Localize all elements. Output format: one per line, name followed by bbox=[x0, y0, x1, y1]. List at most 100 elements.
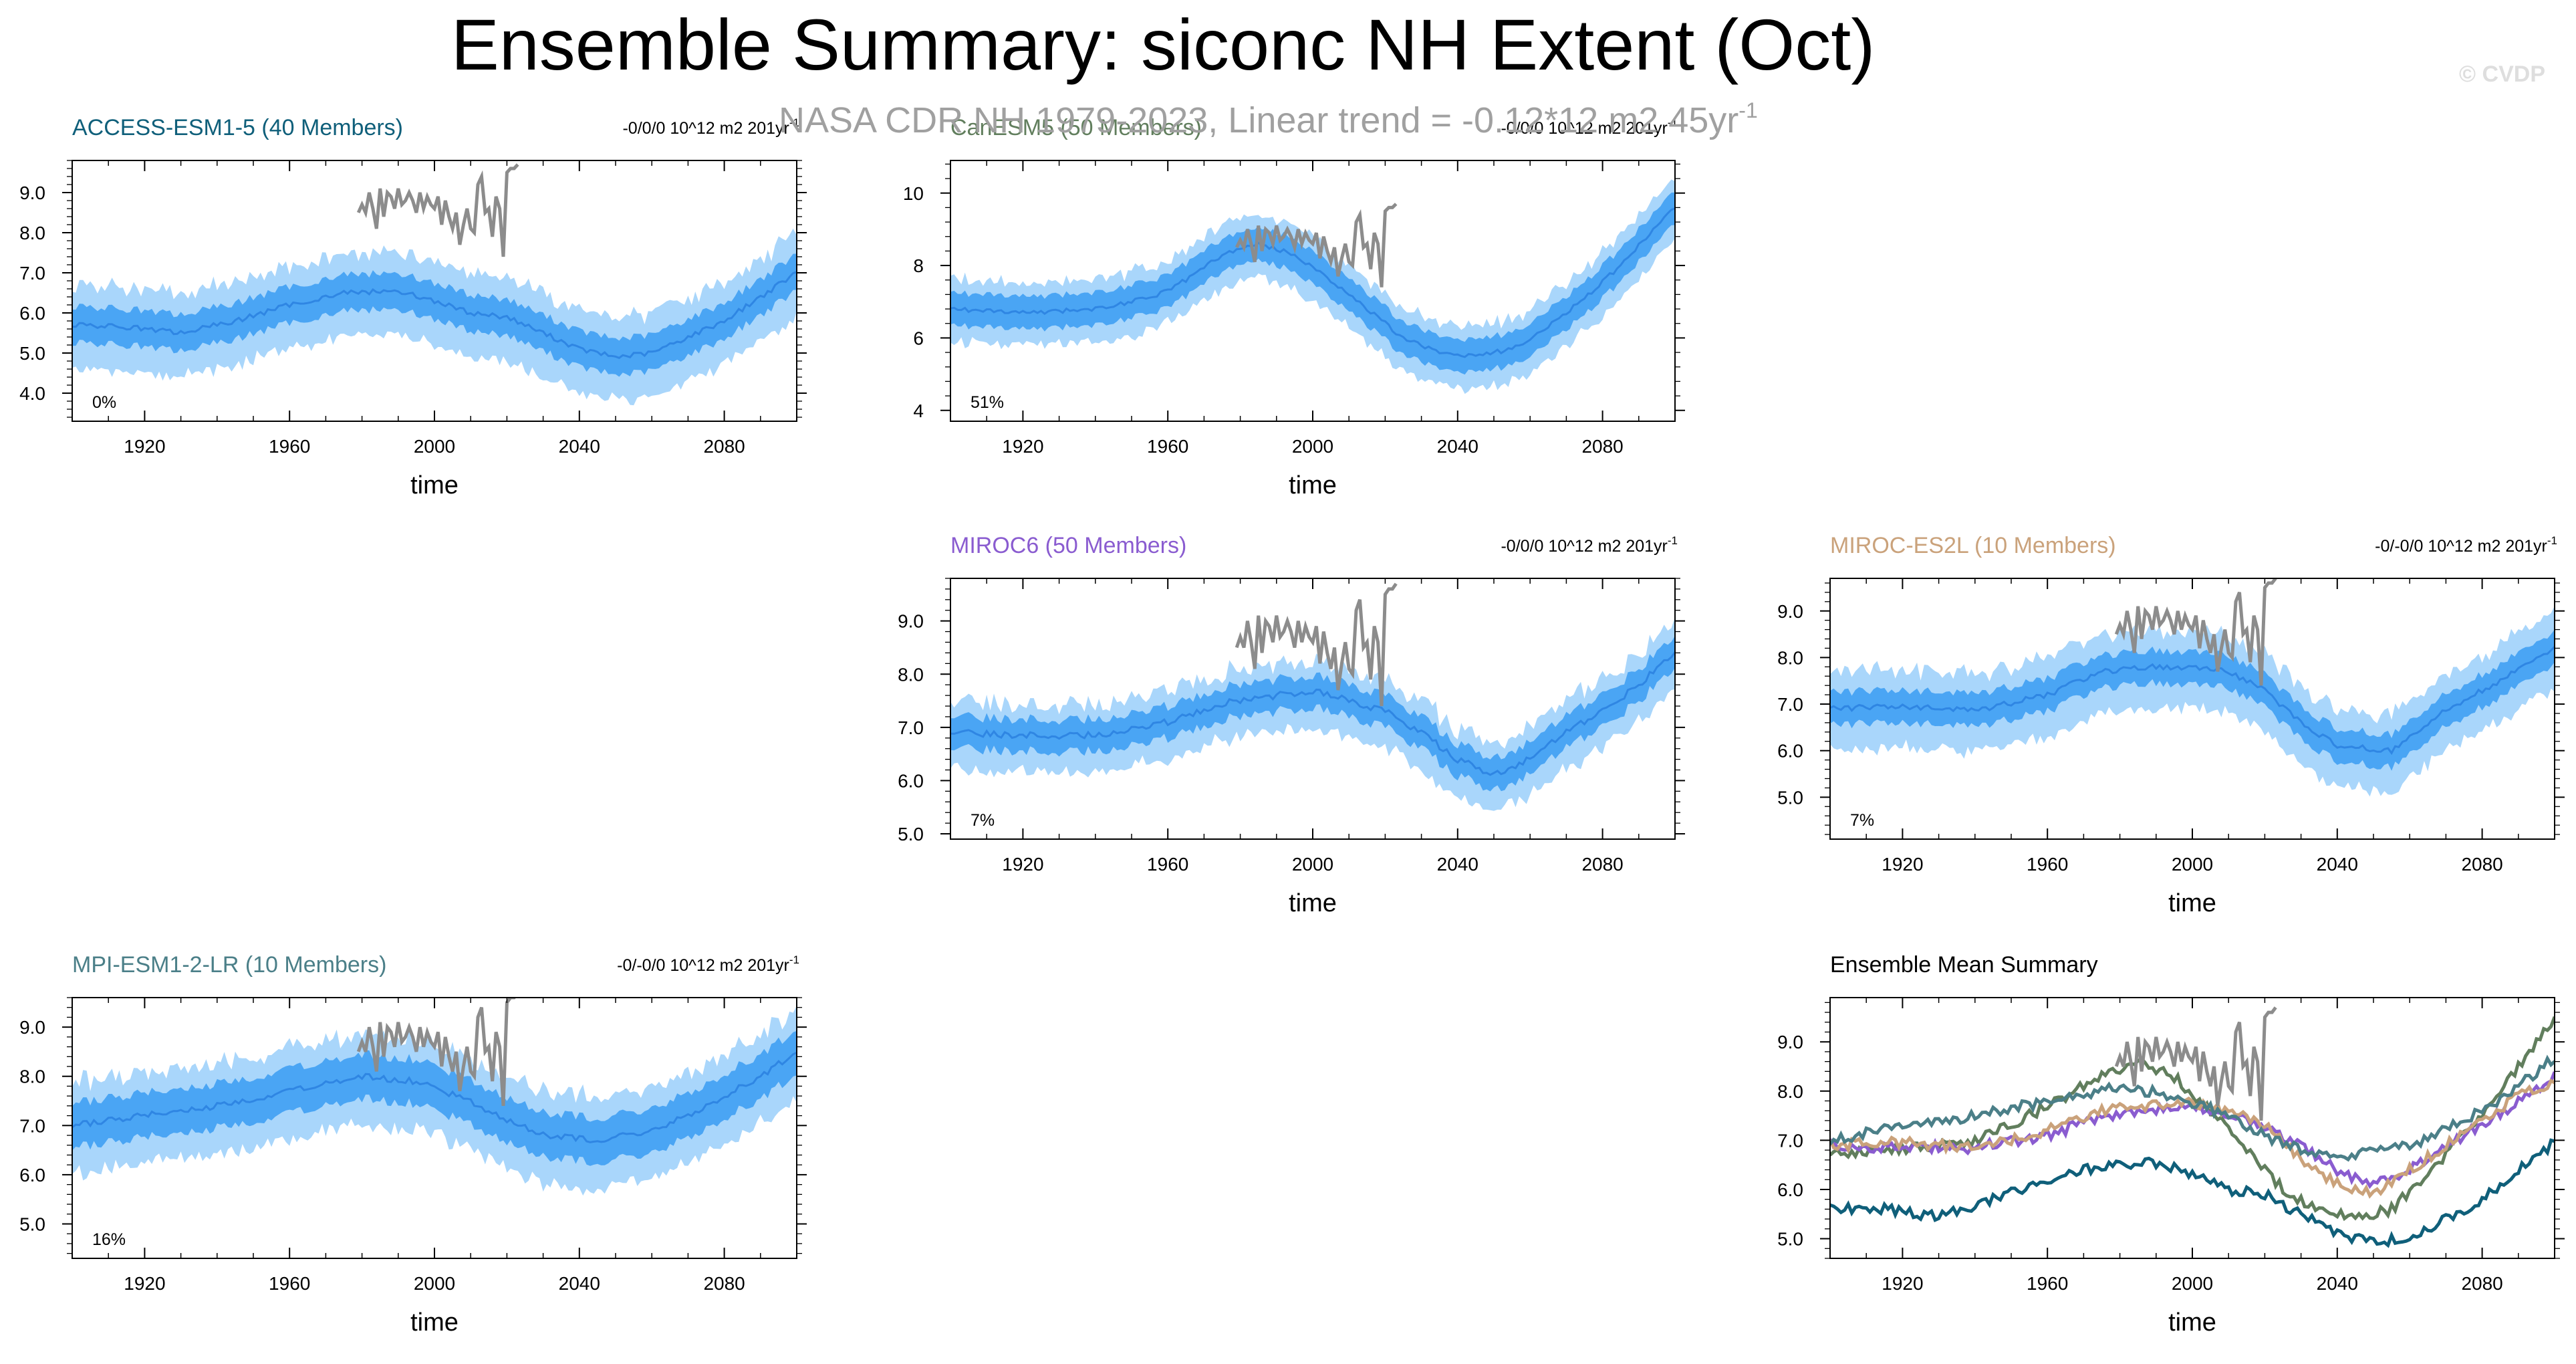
y-tick-label: 9.0 bbox=[19, 183, 45, 203]
y-tick-label: 7.0 bbox=[19, 263, 45, 283]
x-tick-label: 2000 bbox=[414, 436, 455, 457]
y-tick-label: 10 bbox=[903, 183, 924, 204]
y-tick-label: 6.0 bbox=[19, 303, 45, 324]
y-tick-label: 5.0 bbox=[1777, 787, 1803, 808]
trend-label: -0/-0/0 10^12 m2 201yr-1 bbox=[2375, 534, 2557, 556]
y-tick-label: 6.0 bbox=[19, 1165, 45, 1185]
x-tick-label: 2080 bbox=[2461, 1273, 2502, 1294]
x-tick-label: 2080 bbox=[703, 436, 745, 457]
panel-access: ACCESS-ESM1-5 (40 Members) -0/0/0 10^12 m… bbox=[19, 115, 807, 499]
x-tick-label: 1960 bbox=[269, 436, 310, 457]
x-tick-label: 2000 bbox=[1292, 854, 1333, 875]
panel-title: Ensemble Mean Summary bbox=[1830, 952, 2098, 978]
observation-label: NASA CDR NH 1979-2023, Linear trend = -0… bbox=[779, 98, 1758, 140]
panel-summary: Ensemble Mean Summary 1920 1960 2000 2040 208… bbox=[1777, 952, 2565, 1337]
ensemble-mean-line bbox=[72, 1051, 797, 1143]
figure-title: Ensemble Summary: siconc NH Extent (Oct) bbox=[451, 4, 1876, 85]
y-tick-label: 7.0 bbox=[19, 1115, 45, 1136]
y-tick-label: 5.0 bbox=[1777, 1229, 1803, 1250]
x-tick-label: 2040 bbox=[1437, 854, 1478, 875]
x-axis-label: time bbox=[1289, 889, 1337, 917]
x-tick-label: 2080 bbox=[1581, 854, 1623, 875]
x-tick-label: 2040 bbox=[559, 436, 600, 457]
x-tick-label: 2080 bbox=[2461, 854, 2502, 875]
chart-panels: ACCESS-ESM1-5 (40 Members) -0/0/0 10^12 m… bbox=[19, 115, 2565, 1337]
percent-label: 7% bbox=[1850, 811, 1874, 830]
x-tick-label: 1920 bbox=[1882, 1273, 1923, 1294]
y-tick-label: 7.0 bbox=[1777, 694, 1803, 715]
x-tick-label: 1920 bbox=[1002, 436, 1043, 457]
y-tick-label: 9.0 bbox=[898, 611, 924, 632]
ensemble-mean-line bbox=[72, 271, 797, 359]
x-tick-label: 1920 bbox=[124, 1273, 165, 1294]
panel-miroc6: MIROC6 (50 Members) -0/0/0 10^12 m2 201yr… bbox=[898, 533, 1685, 917]
x-axis-label: time bbox=[410, 471, 459, 499]
y-tick-label: 4 bbox=[913, 401, 924, 421]
inner-ensemble-band bbox=[1830, 629, 2555, 771]
x-tick-label: 2040 bbox=[559, 1273, 600, 1294]
panel-title: ACCESS-ESM1-5 (40 Members) bbox=[72, 115, 403, 140]
x-tick-label: 2000 bbox=[2172, 854, 2213, 875]
x-tick-label: 1920 bbox=[124, 436, 165, 457]
series-line-miroc-es2l bbox=[1830, 1078, 2555, 1199]
x-axis-label: time bbox=[2168, 889, 2216, 917]
x-tick-label: 1960 bbox=[1147, 854, 1188, 875]
y-tick-label: 6.0 bbox=[898, 770, 924, 791]
panel-mpi: MPI-ESM1-2-LR (10 Members) -0/-0/0 10^12 … bbox=[19, 952, 807, 1337]
panel-title: MIROC6 (50 Members) bbox=[950, 533, 1186, 558]
x-tick-label: 1960 bbox=[1147, 436, 1188, 457]
y-tick-label: 6 bbox=[913, 328, 924, 348]
plot-area bbox=[72, 163, 797, 406]
panel-mirocesl: MIROC-ES2L (10 Members) -0/-0/0 10^12 m2 … bbox=[1777, 533, 2565, 917]
panel-canesm: CanESM5 (50 Members) -0/0/0 10^12 m2 201y… bbox=[903, 115, 1685, 499]
series-line-mpi-esm1-2-lr bbox=[1830, 1054, 2555, 1162]
y-tick-label: 7.0 bbox=[1777, 1130, 1803, 1151]
panel-title: MIROC-ES2L (10 Members) bbox=[1830, 533, 2116, 558]
y-tick-label: 8.0 bbox=[1777, 647, 1803, 668]
y-tick-label: 7.0 bbox=[898, 717, 924, 738]
x-axis-label: time bbox=[2168, 1309, 2216, 1337]
y-tick-label: 8.0 bbox=[19, 223, 45, 243]
y-tick-label: 5.0 bbox=[19, 1214, 45, 1234]
plot-area bbox=[72, 998, 797, 1196]
observation-line bbox=[1235, 582, 1398, 707]
y-tick-label: 8 bbox=[913, 255, 924, 276]
panel-title: CanESM5 (50 Members) bbox=[950, 115, 1202, 140]
x-tick-label: 2040 bbox=[2317, 1273, 2358, 1294]
y-tick-label: 9.0 bbox=[19, 1017, 45, 1038]
series-line-access-esm1-5 bbox=[1830, 1138, 2555, 1248]
x-tick-label: 2040 bbox=[1437, 436, 1478, 457]
ensemble-mean-line bbox=[950, 651, 1675, 776]
y-tick-label: 5.0 bbox=[19, 343, 45, 364]
inner-ensemble-band bbox=[72, 1030, 797, 1166]
x-tick-label: 2080 bbox=[1581, 436, 1623, 457]
ensemble-mean-line bbox=[1830, 646, 2555, 756]
inner-ensemble-band bbox=[72, 253, 797, 377]
plot-area bbox=[1830, 578, 2555, 797]
x-tick-label: 2000 bbox=[414, 1273, 455, 1294]
plot-area bbox=[1830, 1006, 2555, 1248]
observation-line bbox=[356, 163, 519, 257]
observation-line bbox=[356, 998, 517, 1107]
trend-label: -0/0/0 10^12 m2 201yr-1 bbox=[622, 116, 799, 138]
x-tick-label: 2000 bbox=[2172, 1273, 2213, 1294]
y-tick-label: 8.0 bbox=[898, 664, 924, 685]
observation-line bbox=[2114, 1006, 2277, 1121]
plot-area bbox=[950, 582, 1675, 811]
x-tick-label: 2000 bbox=[1292, 436, 1333, 457]
x-tick-label: 1920 bbox=[1002, 854, 1043, 875]
y-tick-label: 8.0 bbox=[1777, 1081, 1803, 1102]
x-axis-label: time bbox=[410, 1309, 459, 1337]
y-tick-label: 4.0 bbox=[19, 383, 45, 404]
y-tick-label: 5.0 bbox=[898, 824, 924, 844]
x-tick-label: 2080 bbox=[703, 1273, 745, 1294]
outer-ensemble-band bbox=[950, 179, 1675, 394]
y-tick-label: 9.0 bbox=[1777, 601, 1803, 622]
percent-label: 16% bbox=[92, 1230, 126, 1249]
trend-label: -0/-0/0 10^12 m2 201yr-1 bbox=[617, 953, 799, 975]
x-tick-label: 2040 bbox=[2317, 854, 2358, 875]
y-tick-label: 6.0 bbox=[1777, 1179, 1803, 1200]
percent-label: 51% bbox=[971, 393, 1004, 412]
trend-label: -0/0/0 10^12 m2 201yr-1 bbox=[1501, 116, 1678, 138]
